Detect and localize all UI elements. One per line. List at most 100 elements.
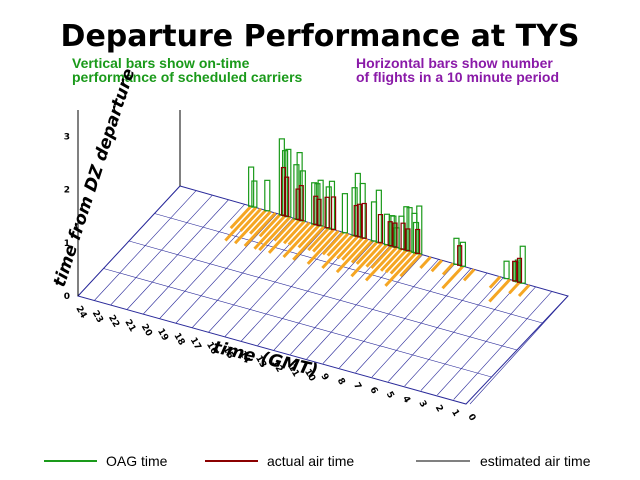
right-note-line1: Horizontal bars show number — [356, 55, 553, 71]
flight-count-bar — [488, 278, 511, 303]
flight-count-bar — [335, 238, 369, 274]
flight-count-bar — [282, 220, 306, 245]
grid-depth-line — [322, 254, 423, 364]
flight-count-bar — [312, 228, 335, 253]
flight-count-bar — [243, 212, 277, 248]
x-tick-label: 4 — [400, 395, 412, 405]
flight-count-bar — [508, 281, 521, 295]
actual-bar — [512, 260, 518, 282]
x-tick-label: 23 — [90, 309, 105, 325]
axis-ticks: 24 23 22 21 20 19 18 17 16 15 14 13 12 11 10 9 8 7 6 5 4 3 2 1 0… — [64, 133, 477, 423]
flight-count-bar — [441, 265, 465, 290]
flight-count-bar — [336, 235, 359, 260]
legend-oag-label: OAG time — [106, 453, 168, 469]
oag-bar — [264, 179, 271, 212]
actual-bar — [356, 203, 363, 238]
legend: OAG time actual air time estimated air t… — [44, 453, 591, 469]
flight-count-bar — [287, 221, 311, 246]
oag-bar — [248, 166, 255, 207]
actual-bar — [392, 222, 398, 248]
grid-depth-line — [469, 295, 569, 405]
flight-count-bar — [389, 250, 413, 275]
actual-bar — [324, 196, 330, 229]
actual-bar — [330, 196, 337, 231]
grid-depth-line — [404, 277, 504, 387]
grid-depth-line — [437, 286, 536, 396]
flight-count-bar — [370, 245, 393, 270]
flight-count-bar — [517, 283, 531, 298]
grid-depth-line — [371, 268, 472, 378]
flight-count-bar — [233, 209, 267, 245]
x-tick-label: 0 — [465, 413, 477, 423]
x-tick-label: 5 — [384, 390, 396, 400]
actual-bar — [400, 222, 406, 250]
flight-count-bar — [253, 214, 287, 250]
x-tick-label: 19 — [155, 327, 170, 343]
actual-bar — [405, 228, 411, 252]
flight-count-bar — [292, 225, 325, 261]
flight-count-bar — [249, 210, 272, 235]
y-tick-label: 2 — [64, 186, 70, 196]
flight-count-bar — [273, 217, 296, 242]
flight-count-bar — [430, 259, 443, 273]
flight-count-bar — [462, 268, 476, 282]
flight-count-bar — [282, 223, 316, 259]
actual-bar — [284, 176, 290, 217]
flight-count-bar — [384, 251, 418, 287]
x-tick-label: 9 — [318, 372, 330, 382]
actual-bar — [280, 166, 287, 216]
oag-bar — [519, 245, 526, 284]
oag-bar — [459, 241, 467, 267]
flight-count-bar — [364, 246, 398, 282]
grid-row-line — [154, 213, 543, 324]
x-tick-label: 20 — [139, 323, 154, 339]
flight-count-bar — [379, 247, 403, 272]
flight-count-bar — [297, 224, 321, 249]
flight-count-bar — [488, 275, 502, 289]
x-tick-label: 3 — [416, 399, 428, 409]
flight-count-bar — [321, 231, 345, 256]
left-note-line1: Vertical bars show on-time — [72, 55, 250, 71]
actual-bar — [295, 188, 301, 221]
x-tick-label: 17 — [188, 336, 203, 352]
flight-count-bar — [307, 227, 330, 252]
flight-count-bar — [384, 249, 408, 274]
x-axis-title: time (GMT) — [211, 337, 320, 381]
oag-bar — [251, 180, 258, 208]
actual-bar — [313, 195, 319, 226]
actual-bar — [387, 221, 393, 247]
left-note-line2: performance of scheduled carriers — [72, 69, 303, 85]
x-tick-label: 2 — [433, 404, 445, 414]
chart-title: Departure Performance at TYS — [61, 19, 580, 54]
actual-bar — [457, 245, 463, 266]
x-tick-label: 24 — [73, 305, 88, 321]
y-tick-label: 1 — [64, 239, 70, 249]
flight-count-bar — [350, 239, 374, 264]
flight-count-bar — [365, 243, 389, 268]
actual-bar — [298, 185, 304, 221]
flight-count-bar — [355, 240, 379, 265]
x-tick-label: 22 — [106, 314, 121, 330]
flight-count-bar — [258, 213, 282, 238]
performance-bars — [248, 138, 526, 284]
flight-count-bar — [239, 207, 262, 232]
x-tick-label: 18 — [171, 332, 186, 348]
actual-bar — [353, 204, 359, 237]
actual-bar — [516, 257, 523, 283]
actual-bar — [415, 228, 421, 254]
oag-bar — [341, 193, 348, 234]
x-tick-label: 6 — [367, 386, 379, 396]
oag-bar — [503, 260, 510, 280]
oag-bar — [453, 237, 460, 265]
y-axis-title: time from DZ departure — [50, 66, 140, 289]
grid-row-line — [128, 240, 518, 351]
right-note-line2: of flights in a 10 minute period — [356, 69, 559, 85]
flight-count-bar — [441, 262, 455, 276]
y-tick-label: 0 — [64, 292, 70, 302]
flight-count-bar — [258, 216, 292, 252]
grid-depth-line — [420, 282, 520, 391]
flight-count-bar — [350, 242, 384, 278]
x-tick-label: 1 — [449, 408, 461, 418]
